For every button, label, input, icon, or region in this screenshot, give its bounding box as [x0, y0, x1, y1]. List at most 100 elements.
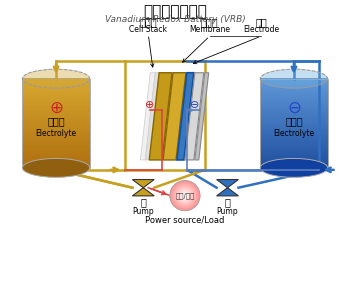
Bar: [22, 167, 90, 168]
Circle shape: [182, 193, 188, 198]
Bar: [22, 156, 90, 157]
Circle shape: [184, 194, 186, 197]
Bar: [260, 128, 328, 129]
Circle shape: [180, 191, 190, 201]
Bar: [260, 127, 328, 128]
Bar: [260, 132, 328, 133]
Ellipse shape: [22, 158, 90, 177]
Bar: [260, 88, 328, 90]
Bar: [22, 159, 90, 160]
Bar: [260, 100, 328, 101]
Bar: [22, 112, 90, 113]
Bar: [260, 95, 328, 96]
Bar: [260, 115, 328, 116]
Bar: [260, 87, 328, 89]
Bar: [22, 155, 90, 156]
Circle shape: [175, 186, 195, 205]
Polygon shape: [149, 73, 172, 160]
Bar: [22, 84, 90, 86]
Bar: [22, 126, 90, 127]
Bar: [260, 97, 328, 99]
Bar: [22, 124, 90, 125]
Bar: [260, 157, 328, 158]
Bar: [22, 79, 90, 80]
Circle shape: [184, 195, 186, 197]
Bar: [260, 164, 328, 165]
Bar: [22, 105, 90, 107]
Bar: [22, 165, 90, 166]
Bar: [22, 108, 90, 109]
Bar: [260, 102, 328, 103]
Bar: [260, 159, 328, 160]
Bar: [22, 146, 90, 147]
Bar: [22, 91, 90, 93]
Bar: [22, 137, 90, 138]
Text: 泵: 泵: [140, 197, 146, 208]
Bar: [22, 163, 90, 164]
Bar: [260, 113, 328, 114]
Bar: [22, 125, 90, 126]
Bar: [22, 81, 90, 83]
Circle shape: [175, 186, 195, 205]
Bar: [260, 154, 328, 155]
Polygon shape: [145, 73, 159, 160]
Bar: [260, 150, 328, 151]
Circle shape: [174, 185, 196, 206]
Bar: [22, 83, 90, 84]
Bar: [260, 139, 328, 140]
Circle shape: [172, 183, 198, 209]
Circle shape: [170, 181, 199, 210]
Ellipse shape: [260, 158, 328, 177]
Bar: [260, 118, 328, 119]
Bar: [22, 136, 90, 137]
Circle shape: [181, 192, 189, 200]
Bar: [22, 97, 90, 99]
Polygon shape: [195, 73, 209, 160]
Bar: [22, 147, 90, 148]
Bar: [22, 138, 90, 139]
Circle shape: [179, 189, 191, 202]
Polygon shape: [132, 180, 154, 196]
Bar: [22, 88, 90, 90]
Bar: [260, 161, 328, 162]
Circle shape: [180, 191, 189, 200]
Bar: [22, 111, 90, 112]
Bar: [22, 98, 90, 99]
Bar: [260, 104, 328, 105]
Circle shape: [183, 193, 187, 198]
Bar: [22, 79, 90, 81]
Circle shape: [176, 187, 194, 205]
Bar: [22, 92, 90, 94]
Bar: [260, 83, 328, 84]
Circle shape: [177, 188, 193, 204]
Bar: [22, 132, 90, 133]
Bar: [260, 117, 328, 118]
Bar: [260, 152, 328, 153]
Text: 离子膜: 离子膜: [201, 17, 218, 27]
Bar: [260, 119, 328, 120]
Circle shape: [182, 192, 188, 199]
Bar: [22, 99, 90, 100]
Bar: [22, 127, 90, 128]
Bar: [260, 94, 328, 95]
Text: Membrane: Membrane: [189, 25, 230, 34]
Bar: [260, 141, 328, 142]
Bar: [260, 165, 328, 166]
Bar: [22, 120, 90, 121]
Bar: [22, 131, 90, 132]
Bar: [22, 93, 90, 95]
Bar: [260, 135, 328, 136]
Bar: [260, 126, 328, 127]
Bar: [22, 157, 90, 158]
Circle shape: [173, 184, 197, 207]
Text: 电解液: 电解液: [285, 116, 303, 126]
Bar: [22, 151, 90, 152]
Circle shape: [183, 194, 187, 197]
Bar: [22, 116, 90, 117]
Bar: [260, 90, 328, 91]
Ellipse shape: [22, 69, 90, 88]
Circle shape: [178, 188, 192, 203]
Text: ⊖: ⊖: [190, 100, 199, 111]
Bar: [22, 110, 90, 111]
Bar: [260, 96, 328, 98]
